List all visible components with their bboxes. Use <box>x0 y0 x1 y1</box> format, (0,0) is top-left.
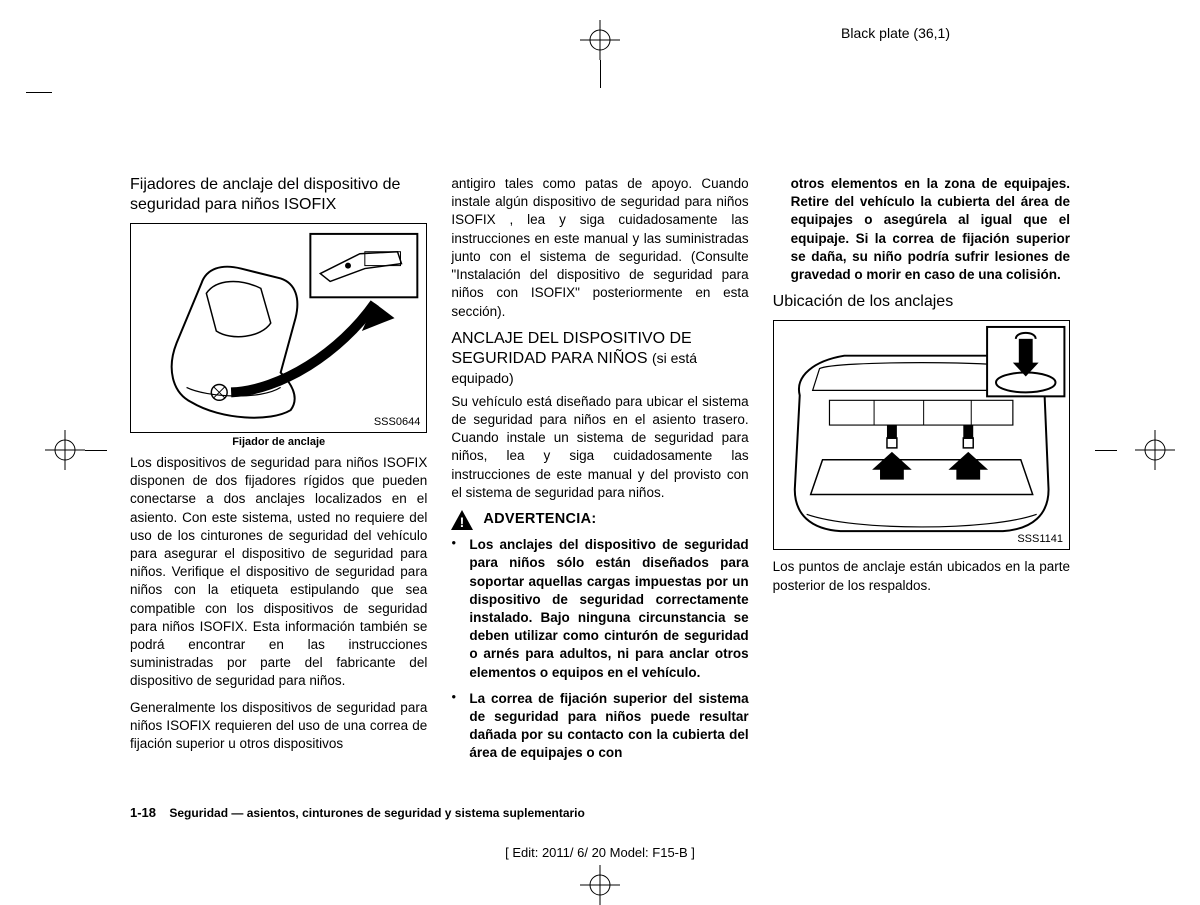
col2-heading: ANCLAJE DEL DISPOSITIVO DE SEGURIDAD PAR… <box>451 329 748 389</box>
column-3: otros elementos en la zona de equipajes.… <box>773 175 1070 805</box>
black-plate-label: Black plate (36,1) <box>841 25 950 41</box>
column-1: Fijadores de anclaje del dispositivo de … <box>130 175 427 805</box>
col2-p2: Su vehículo está diseñado para ubicar el… <box>451 393 748 502</box>
warning-row: ! ADVERTENCIA: <box>451 510 748 530</box>
warning-label: ADVERTENCIA: <box>483 510 596 530</box>
page-content: Fijadores de anclaje del dispositivo de … <box>130 175 1070 805</box>
col1-heading: Fijadores de anclaje del dispositivo de … <box>130 175 427 215</box>
figure-isofix-anchor: SSS0644 <box>130 223 427 433</box>
svg-text:!: ! <box>460 514 465 530</box>
warning-bullet-2: La correa de fijación superior del siste… <box>451 690 748 763</box>
figure2-code: SSS1141 <box>1017 532 1063 547</box>
column-2: antigiro tales como patas de apoyo. Cuan… <box>451 175 748 805</box>
figure-anchor-locations: SSS1141 <box>773 320 1070 550</box>
footer-title: Seguridad — asientos, cinturones de segu… <box>169 806 584 820</box>
col3-p1: Los puntos de anclaje están ubicados en … <box>773 558 1070 594</box>
figure1-code: SSS0644 <box>374 415 420 430</box>
col1-p2: Generalmente los dispositivos de segurid… <box>130 699 427 754</box>
edit-line: [ Edit: 2011/ 6/ 20 Model: F15-B ] <box>0 845 1200 860</box>
figure1-caption: Fijador de anclaje <box>130 435 427 450</box>
warning-bullets: Los anclajes del dispositivo de segurida… <box>451 536 748 763</box>
col1-p1: Los dispositivos de seguridad para niños… <box>130 454 427 691</box>
warning-bullet-1: Los anclajes del dispositivo de segurida… <box>451 536 748 682</box>
col3-heading: Ubicación de los anclajes <box>773 292 1070 312</box>
col2-p1: antigiro tales como patas de apoyo. Cuan… <box>451 175 748 321</box>
col3-bold-continuation: otros elementos en la zona de equipajes.… <box>773 175 1070 284</box>
page-footer: 1-18 Seguridad — asientos, cinturones de… <box>130 805 585 820</box>
page-number: 1-18 <box>130 805 156 820</box>
warning-triangle-icon: ! <box>451 510 473 530</box>
